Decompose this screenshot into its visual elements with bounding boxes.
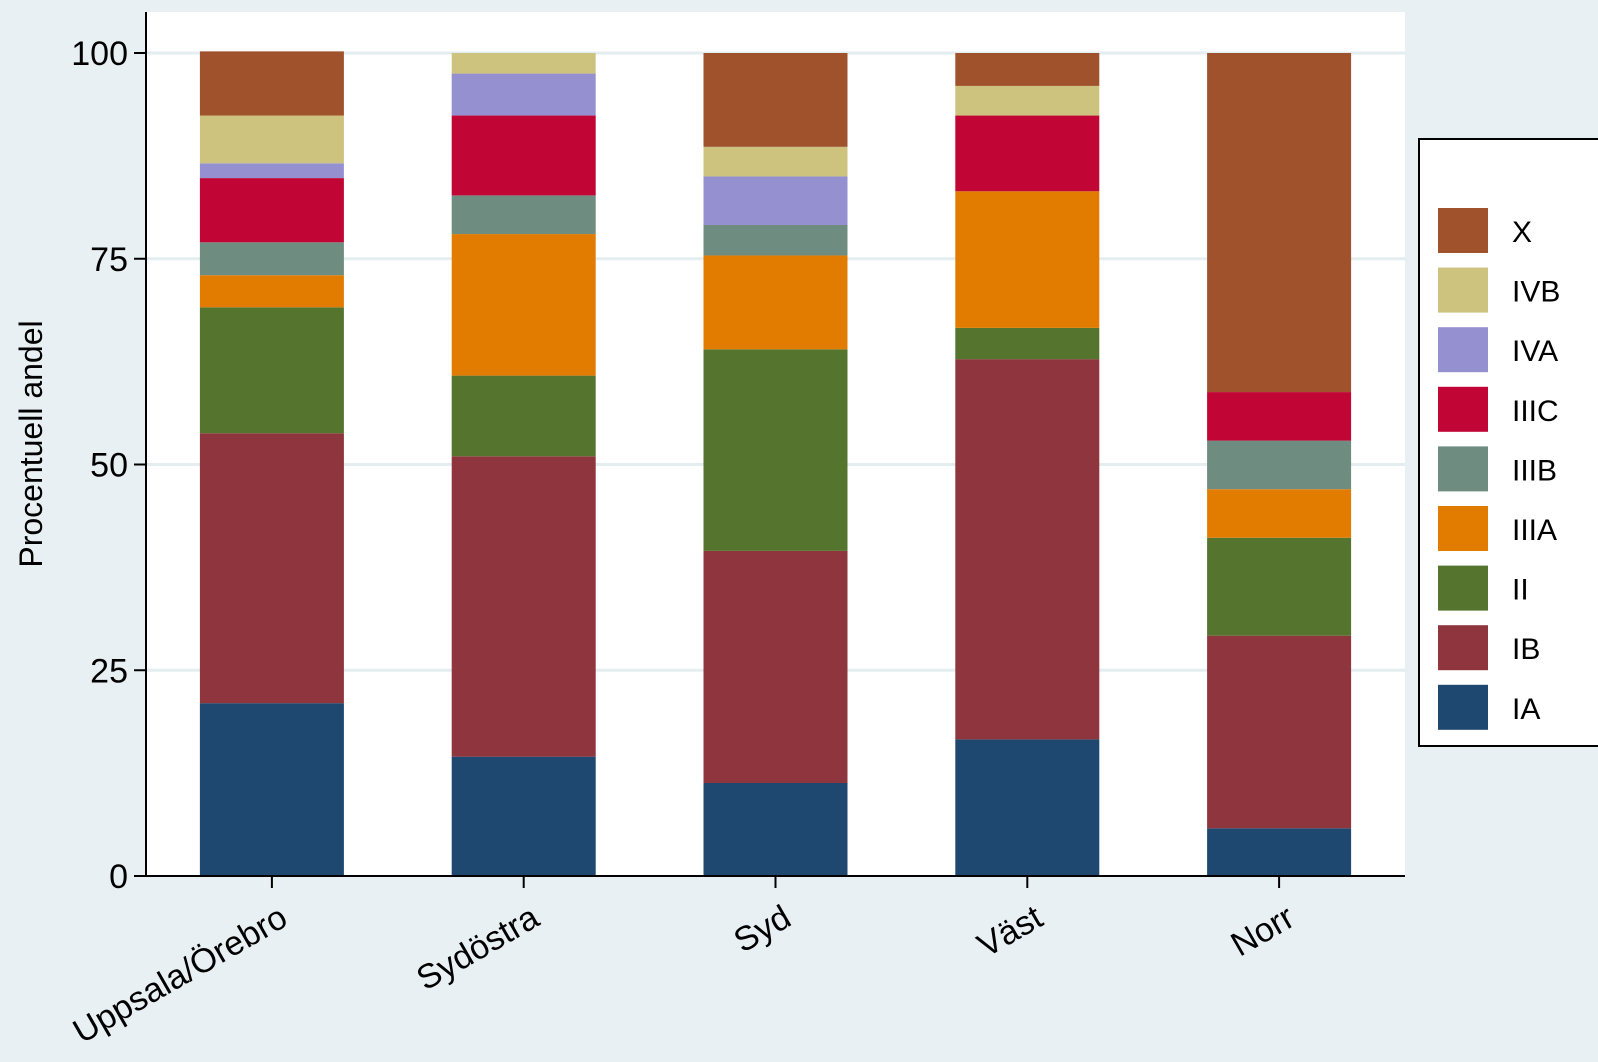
bar-syd-iiib	[703, 225, 848, 256]
bar-norr-iiia	[1207, 489, 1352, 538]
bar-uppsala-orebro-x	[199, 51, 344, 116]
bar-sydostra-ia	[451, 756, 596, 876]
bar-uppsala-orebro-iiib	[199, 242, 344, 276]
y-axis-title: Procentuell andel	[13, 320, 49, 567]
bar-norr-ib	[1207, 635, 1352, 829]
bar-syd-x	[703, 53, 848, 147]
bar-norr-ia	[1207, 828, 1352, 876]
legend-label-x: X	[1512, 216, 1532, 249]
legend-swatch-ivb	[1438, 267, 1488, 313]
bar-uppsala-orebro-iiic	[199, 178, 344, 243]
legend-label-iiia: IIIA	[1512, 514, 1557, 547]
bar-sydostra-iiib	[451, 195, 596, 235]
legend-label-ii: II	[1512, 574, 1529, 607]
legend-label-ivb: IVB	[1512, 276, 1560, 309]
legend-swatch-iva	[1438, 327, 1488, 373]
legend-swatch-iiib	[1438, 446, 1488, 492]
y-tick-label-50: 50	[90, 447, 128, 485]
bar-syd-iiia	[703, 255, 848, 350]
bar-syd-ia	[703, 783, 848, 876]
legend-swatch-ii	[1438, 565, 1488, 611]
bar-uppsala-orebro-iva	[199, 163, 344, 179]
legend-label-ia: IA	[1512, 693, 1540, 726]
bar-uppsala-orebro-ib	[199, 433, 344, 704]
bar-syd-ib	[703, 550, 848, 784]
legend-swatch-iiic	[1438, 386, 1488, 432]
bar-norr-iiic	[1207, 392, 1352, 441]
legend-swatch-ia	[1438, 684, 1488, 730]
bar-uppsala-orebro-ia	[199, 703, 344, 876]
bar-norr-ii	[1207, 537, 1352, 636]
bar-norr-iiib	[1207, 440, 1352, 490]
bar-uppsala-orebro-ii	[199, 307, 344, 434]
bars	[199, 51, 1352, 876]
bar-vast-ivb	[955, 85, 1100, 116]
bar-sydostra-ii	[451, 375, 596, 457]
bar-sydostra-iiia	[451, 234, 596, 376]
y-tick-label-75: 75	[90, 241, 128, 279]
y-tick-label-25: 25	[90, 652, 128, 690]
bar-vast-iiia	[955, 191, 1100, 328]
bar-vast-ib	[955, 359, 1100, 740]
bar-syd-ivb	[703, 146, 848, 177]
bar-vast-ii	[955, 327, 1100, 360]
bar-uppsala-orebro-ivb	[199, 115, 344, 164]
y-tick-label-100: 100	[71, 35, 128, 73]
bar-sydostra-iva	[451, 73, 596, 116]
legend-label-iiic: IIIC	[1512, 395, 1559, 428]
bar-sydostra-iiic	[451, 115, 596, 196]
bar-vast-ia	[955, 739, 1100, 876]
legend-swatch-x	[1438, 208, 1488, 253]
legend-swatch-iiia	[1438, 506, 1488, 551]
bar-syd-iva	[703, 176, 848, 226]
bar-vast-x	[955, 53, 1100, 86]
legend-label-iva: IVA	[1512, 335, 1558, 368]
bar-vast-iiic	[955, 115, 1100, 192]
legend-swatch-ib	[1438, 625, 1488, 671]
bar-sydostra-ib	[451, 456, 596, 757]
y-tick-label-0: 0	[109, 858, 128, 896]
bar-sydostra-ivb	[451, 53, 596, 74]
legend-label-ib: IB	[1512, 633, 1540, 666]
bar-norr-x	[1207, 53, 1352, 393]
legend-label-iiib: IIIB	[1512, 454, 1557, 487]
bar-uppsala-orebro-iiia	[199, 275, 344, 308]
bar-syd-ii	[703, 349, 848, 551]
